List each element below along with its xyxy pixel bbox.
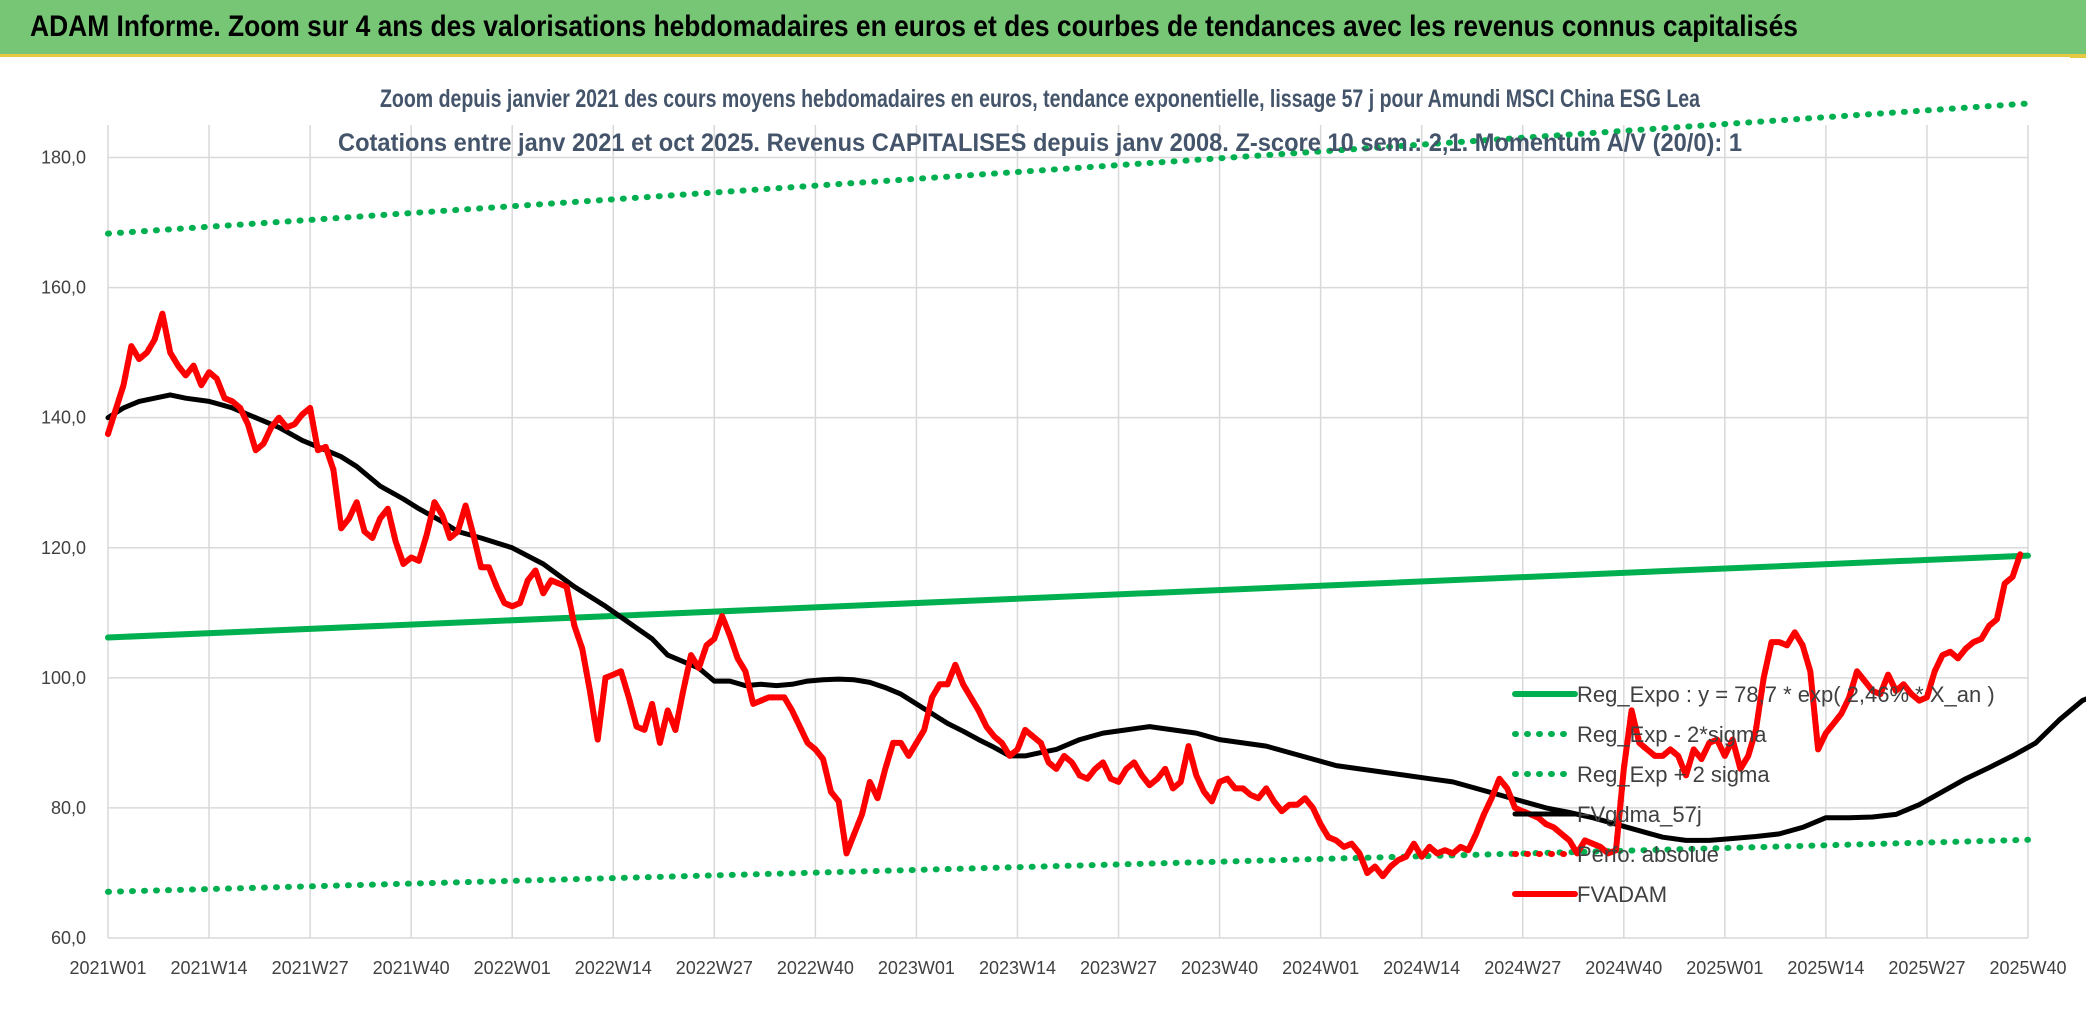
legend-label: FVADAM bbox=[1577, 882, 1667, 907]
x-tick-label: 2024W01 bbox=[1282, 958, 1359, 978]
y-tick-label: 180,0 bbox=[41, 148, 86, 168]
series-line-smooth bbox=[105, 392, 2086, 843]
x-tick-label: 2022W14 bbox=[575, 958, 652, 978]
x-tick-label: 2023W01 bbox=[878, 958, 955, 978]
legend-label: Reg_Exp - 2*sigma bbox=[1577, 722, 1767, 747]
legend-label: Reg_Expo : y = 78,7 * exp( 2,46% * X_an … bbox=[1577, 682, 1995, 707]
report-title: ADAM Informe. Zoom sur 4 ans des valoris… bbox=[30, 10, 1798, 43]
title-banner: ADAM Informe. Zoom sur 4 ans des valoris… bbox=[0, 0, 2086, 57]
legend-label: Perfo. absolue bbox=[1577, 842, 1719, 867]
series-line-price bbox=[105, 310, 2024, 880]
x-tick-label: 2024W14 bbox=[1383, 958, 1460, 978]
x-tick-label: 2025W01 bbox=[1686, 958, 1763, 978]
y-tick-label: 60,0 bbox=[51, 928, 86, 948]
x-tick-label: 2022W40 bbox=[777, 958, 854, 978]
y-tick-label: 80,0 bbox=[51, 798, 86, 818]
x-tick-label: 2021W40 bbox=[373, 958, 450, 978]
x-tick-label: 2025W14 bbox=[1787, 958, 1864, 978]
x-tick-label: 2025W27 bbox=[1888, 958, 1965, 978]
x-tick-label: 2022W27 bbox=[676, 958, 753, 978]
y-tick-label: 120,0 bbox=[41, 538, 86, 558]
series-line-band bbox=[105, 836, 2031, 895]
x-tick-label: 2021W14 bbox=[171, 958, 248, 978]
chart-legend: Reg_Expo : y = 78,7 * exp( 2,46% * X_an … bbox=[1512, 682, 1995, 907]
series-line-band bbox=[105, 100, 2031, 237]
chart-series bbox=[105, 100, 2086, 895]
series-line-trend bbox=[105, 552, 2031, 641]
x-tick-label: 2024W27 bbox=[1484, 958, 1561, 978]
chart-subtitle: Cotations entre janv 2021 et oct 2025. R… bbox=[338, 129, 1742, 157]
y-axis-ticks: 60,0 80,0 100,0 120,0 140,0 160,0 180,0 bbox=[41, 148, 86, 948]
y-tick-label: 100,0 bbox=[41, 668, 86, 688]
x-tick-label: 2024W40 bbox=[1585, 958, 1662, 978]
x-tick-label: 2025W40 bbox=[1989, 958, 2066, 978]
x-tick-label: 2021W01 bbox=[69, 958, 146, 978]
x-tick-label: 2022W01 bbox=[474, 958, 551, 978]
legend-label: FVgdma_57j bbox=[1577, 802, 1702, 827]
chart-grid bbox=[107, 125, 2029, 939]
x-tick-label: 2021W27 bbox=[272, 958, 349, 978]
x-tick-label: 2023W40 bbox=[1181, 958, 1258, 978]
x-axis-ticks: 2021W01 2021W14 2021W27 2021W40 2022W01 2022W… bbox=[69, 958, 2066, 978]
y-tick-label: 140,0 bbox=[41, 408, 86, 428]
legend-label: Reg_Exp + 2 sigma bbox=[1577, 762, 1770, 787]
accent-strip bbox=[2070, 54, 2086, 58]
x-tick-label: 2023W14 bbox=[979, 958, 1056, 978]
x-tick-label: 2023W27 bbox=[1080, 958, 1157, 978]
y-tick-label: 160,0 bbox=[41, 278, 86, 298]
chart-title: Zoom depuis janvier 2021 des cours moyen… bbox=[380, 85, 1701, 113]
